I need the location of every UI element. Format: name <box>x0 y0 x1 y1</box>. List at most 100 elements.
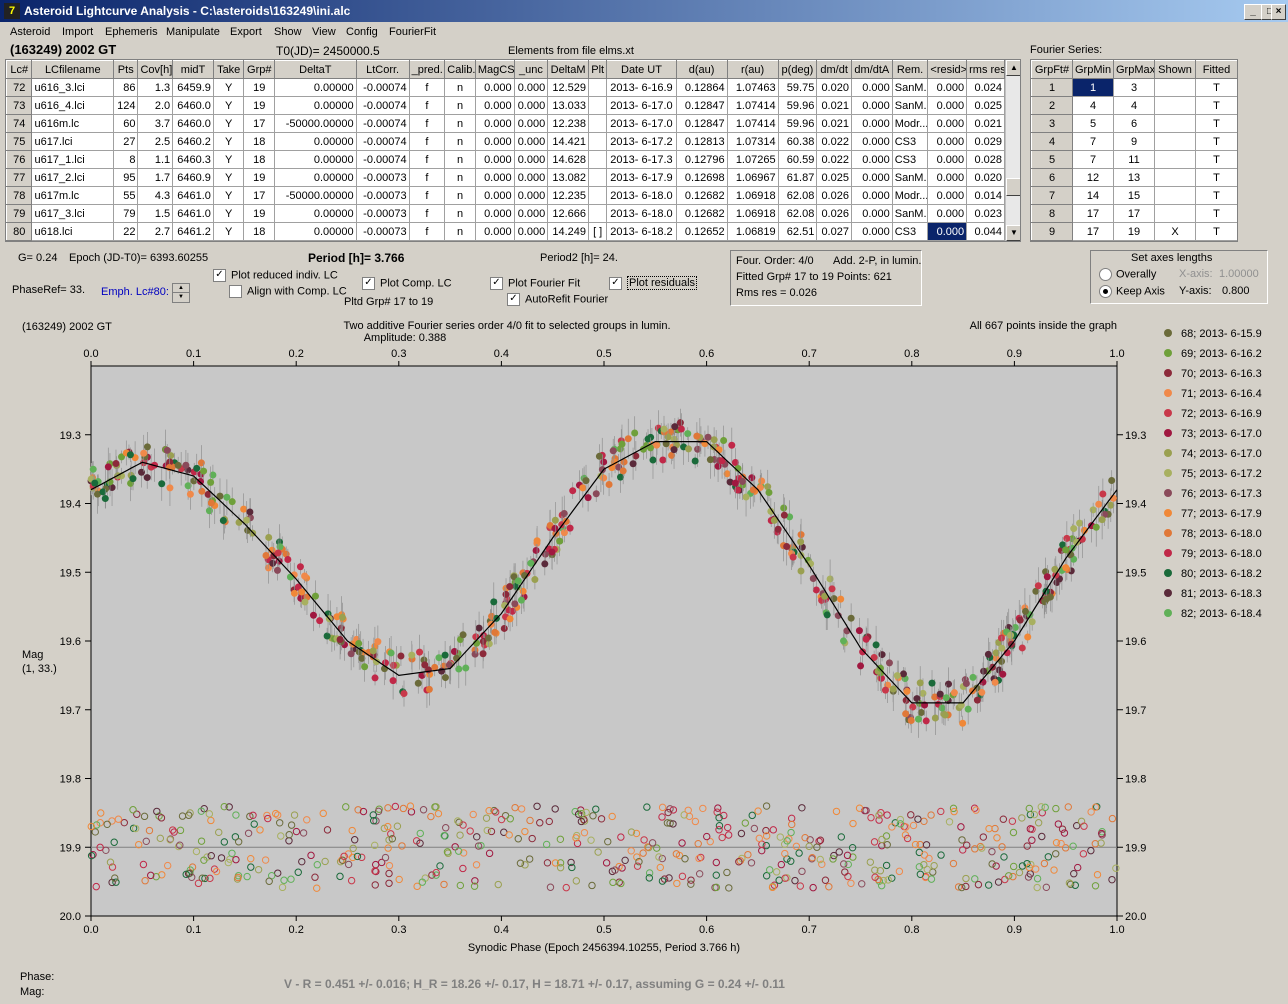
table-cell[interactable]: 0.000 <box>513 186 549 205</box>
table-row[interactable]: 9 17 19 X T <box>1031 222 1237 241</box>
table-cell[interactable]: 0.000 <box>474 168 515 187</box>
row-header[interactable]: 72 <box>6 78 33 97</box>
lc-header-cell[interactable]: dm/dtA <box>850 60 893 79</box>
table-cell[interactable]: 6460.2 <box>172 132 214 151</box>
table-cell[interactable]: 0.00000 <box>274 204 357 223</box>
table-cell[interactable]: Y <box>212 96 245 115</box>
table-cell[interactable]: Y <box>212 222 245 241</box>
table-cell[interactable]: 1.07463 <box>726 78 779 97</box>
emph-lc-spinner[interactable]: ▲ ▼ <box>172 283 190 303</box>
table-cell[interactable]: -0.00073 <box>355 168 410 187</box>
table-cell[interactable]: 12.238 <box>547 114 589 133</box>
table-cell[interactable]: SanM.. <box>891 204 929 223</box>
table-cell[interactable]: n <box>444 150 476 169</box>
period-label[interactable]: Period [h]= 3.766 <box>308 251 405 265</box>
table-cell[interactable]: 0.000 <box>850 96 893 115</box>
table-cell[interactable]: SanM.. <box>891 78 929 97</box>
table-cell[interactable]: 62.51 <box>777 222 818 241</box>
table-cell[interactable]: 79 <box>113 204 139 223</box>
row-header[interactable]: 77 <box>6 168 33 187</box>
menu-fourierfit[interactable]: FourierFit <box>389 26 437 38</box>
table-cell[interactable]: 0.12796 <box>675 150 728 169</box>
table-cell[interactable]: 0.000 <box>513 222 549 241</box>
table-row[interactable]: 75 u617.lci 27 2.5 6460.2 Y 18 0.00000 -0.00074 f… <box>6 132 1005 151</box>
table-cell[interactable]: 22 <box>113 222 139 241</box>
table-cell[interactable]: 62.08 <box>777 204 818 223</box>
table-cell[interactable]: 0.000 <box>474 96 515 115</box>
table-cell[interactable]: f <box>408 168 446 187</box>
table-cell[interactable]: X <box>1154 222 1196 241</box>
table-cell[interactable]: 6460.0 <box>172 96 214 115</box>
phaseref-label[interactable]: PhaseRef= 33. <box>12 284 86 296</box>
plot-reduced-checkbox[interactable]: ✓ Plot reduced indiv. LC <box>213 269 338 282</box>
table-cell[interactable]: 0.000 <box>927 132 968 151</box>
table-cell[interactable]: 1.1 <box>137 150 174 169</box>
table-row[interactable]: 5 7 11 T <box>1031 150 1237 169</box>
table-cell[interactable]: 0.000 <box>927 150 968 169</box>
table-cell[interactable]: T <box>1195 114 1237 133</box>
table-cell[interactable]: 6461.0 <box>172 204 214 223</box>
table-cell[interactable]: 6460.9 <box>172 168 214 187</box>
table-cell[interactable]: 19 <box>243 168 276 187</box>
menu-asteroid[interactable]: Asteroid <box>10 26 51 38</box>
table-cell[interactable]: 0.000 <box>927 114 968 133</box>
lc-header-cell[interactable]: Lc# <box>6 60 33 79</box>
table-cell[interactable]: [ ] <box>587 222 608 241</box>
table-cell[interactable]: 0.021 <box>816 96 852 115</box>
table-cell[interactable]: n <box>444 222 476 241</box>
lc-header-cell[interactable]: dm/dt <box>816 60 852 79</box>
table-cell[interactable]: 95 <box>113 168 139 187</box>
table-cell[interactable]: u617_3.lci <box>31 204 115 223</box>
fourier-header-cell[interactable]: GrpMin <box>1072 60 1114 79</box>
table-cell[interactable]: 0.000 <box>850 78 893 97</box>
plot-fourier-checkbox[interactable]: ✓ Plot Fourier Fit <box>490 277 580 290</box>
table-cell[interactable]: 0.000 <box>513 78 549 97</box>
table-cell[interactable] <box>587 150 608 169</box>
menu-import[interactable]: Import <box>62 26 94 38</box>
table-cell[interactable]: 59.75 <box>777 78 818 97</box>
lc-header-cell[interactable]: r(au) <box>726 60 779 79</box>
table-cell[interactable]: 0.014 <box>966 186 1005 205</box>
table-cell[interactable]: 0.022 <box>816 150 852 169</box>
table-cell[interactable]: 0.000 <box>474 78 515 97</box>
table-cell[interactable]: 2013- 6-17.0 <box>606 96 677 115</box>
table-cell[interactable]: 17 <box>1113 204 1155 223</box>
table-cell[interactable]: CS3 <box>891 150 929 169</box>
period2-label[interactable]: Period2 [h]= 24. <box>540 252 618 264</box>
table-cell[interactable]: 0.000 <box>474 204 515 223</box>
table-cell[interactable]: f <box>408 150 446 169</box>
table-cell[interactable]: 1.06819 <box>726 222 779 241</box>
table-cell[interactable]: 0.026 <box>816 186 852 205</box>
table-row[interactable]: 80 u618.lci 22 2.7 6461.2 Y 18 0.00000 -0.00073 f… <box>6 222 1005 241</box>
table-cell[interactable]: 0.00000 <box>274 96 357 115</box>
table-cell[interactable]: Modr... <box>891 186 929 205</box>
table-cell[interactable]: 0.000 <box>850 186 893 205</box>
lc-header-cell[interactable]: MagCS <box>474 60 515 79</box>
table-cell[interactable]: 3.7 <box>137 114 174 133</box>
plot-comp-checkbox[interactable]: ✓ Plot Comp. LC <box>362 277 452 290</box>
table-cell[interactable]: 0.12652 <box>675 222 728 241</box>
table-cell[interactable]: 2013- 6-18.0 <box>606 186 677 205</box>
table-cell[interactable]: T <box>1195 204 1237 223</box>
table-cell[interactable]: -0.00073 <box>355 204 410 223</box>
table-cell[interactable] <box>587 132 608 151</box>
menu-ephemeris[interactable]: Ephemeris <box>105 26 158 38</box>
lc-header-cell[interactable]: LCfilename <box>31 60 115 79</box>
table-cell[interactable]: 59.96 <box>777 114 818 133</box>
table-cell[interactable]: 13.033 <box>547 96 589 115</box>
table-cell[interactable]: f <box>408 78 446 97</box>
table-cell[interactable]: -0.00073 <box>355 222 410 241</box>
table-cell[interactable]: 4 <box>1072 96 1114 115</box>
table-cell[interactable]: 0.000 <box>513 168 549 187</box>
table-cell[interactable]: f <box>408 222 446 241</box>
table-cell[interactable]: 0.000 <box>474 186 515 205</box>
table-cell[interactable]: 0.00000 <box>274 150 357 169</box>
table-cell[interactable]: 0.000 <box>927 168 968 187</box>
table-cell[interactable]: 0.000 <box>927 96 968 115</box>
table-cell[interactable]: 18 <box>243 222 276 241</box>
table-cell[interactable]: 14 <box>1072 186 1114 205</box>
table-cell[interactable] <box>587 204 608 223</box>
fourier-header-cell[interactable]: GrpFt# <box>1031 60 1073 79</box>
table-cell[interactable]: 0.000 <box>474 132 515 151</box>
table-cell[interactable]: -0.00073 <box>355 186 410 205</box>
